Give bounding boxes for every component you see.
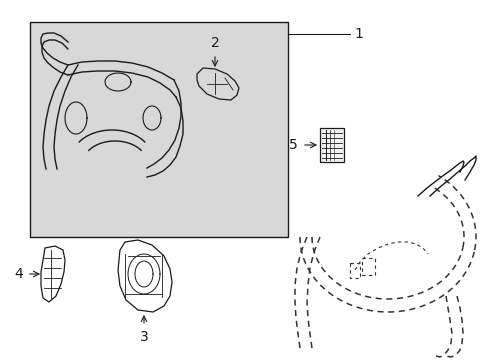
- Text: 3: 3: [140, 330, 148, 344]
- Polygon shape: [319, 128, 343, 162]
- Text: 2: 2: [210, 36, 219, 50]
- Text: 4: 4: [14, 267, 23, 281]
- Text: 5: 5: [289, 138, 297, 152]
- Text: 1: 1: [353, 27, 362, 41]
- Polygon shape: [30, 22, 287, 237]
